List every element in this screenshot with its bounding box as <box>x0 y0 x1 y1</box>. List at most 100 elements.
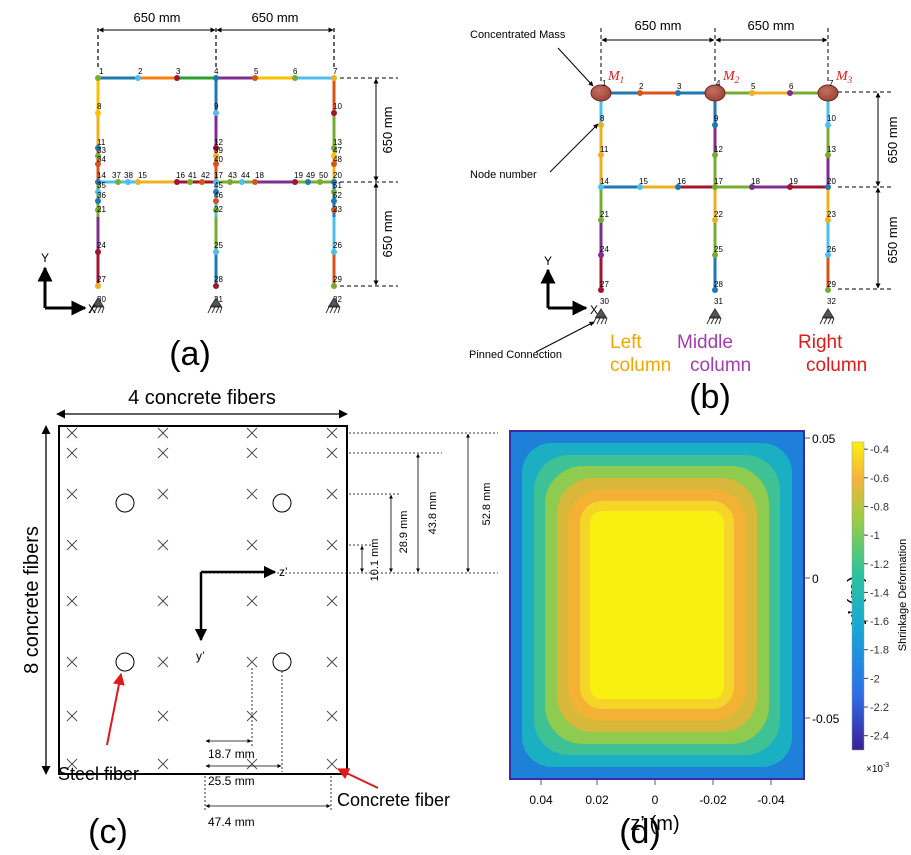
colorbar-tick-label: -2 <box>870 673 880 685</box>
panel-label-d: (d) <box>619 813 661 851</box>
axis-x-label: X <box>590 303 598 317</box>
colorbar-tick-label: -0.4 <box>870 444 889 456</box>
dim-25.5: 25.5 mm <box>208 774 255 788</box>
concrete-fiber-cross <box>246 488 258 500</box>
node-label: 3 <box>677 82 682 91</box>
span-left-label: 650 mm <box>635 18 682 33</box>
concrete-fiber-cross <box>326 656 338 668</box>
concrete-fiber-cross <box>157 427 169 439</box>
colorbar-tick-label: -1.8 <box>870 645 889 657</box>
node-label: 8 <box>97 102 102 111</box>
colorbar-ticks: -0.4 -0.6 -0.8 -1 -1.2 -1.4 -1.6 -1.8 -2 -2.2 -2.4 <box>864 444 889 743</box>
node-label: 22 <box>714 210 723 219</box>
node-label: 20 <box>827 177 836 186</box>
node-label: 8 <box>600 114 605 123</box>
axis-z-label: z’ <box>279 565 288 579</box>
mass-label: M1 <box>607 69 624 85</box>
node-label: 1 <box>99 67 104 76</box>
concrete-fiber-cross <box>66 539 78 551</box>
node-label: 20 <box>333 171 342 180</box>
node-label: 5 <box>254 67 259 76</box>
colorbar-tick-label: -1 <box>870 530 880 542</box>
concrete-fiber-cross <box>66 656 78 668</box>
node-label: 15 <box>138 171 147 180</box>
frame-b-node-dots <box>598 90 831 293</box>
node-label: 4 <box>716 79 721 88</box>
node-label: 10 <box>827 114 836 123</box>
callout-pinned-connection: Pinned Connection <box>469 321 595 361</box>
concrete-fiber-cross <box>157 488 169 500</box>
heatmap-axes <box>540 437 810 785</box>
node-label: 37 <box>112 171 121 180</box>
node-label: 11 <box>600 145 609 154</box>
node-label: 45 <box>214 181 223 190</box>
node-label: 6 <box>293 67 298 76</box>
height-upper-label: 650 mm <box>885 117 900 164</box>
node-label: 30 <box>97 295 106 304</box>
node-label: 17 <box>714 177 723 186</box>
node-label: 32 <box>827 297 836 306</box>
horizontal-dimensions <box>204 668 332 812</box>
node-label: 3 <box>176 67 181 76</box>
node-label: 38 <box>124 171 133 180</box>
node-label: 33 <box>97 146 106 155</box>
colorbar-multiplier: ×10-3 <box>866 762 889 775</box>
node-label: 14 <box>97 171 106 180</box>
mass-labels: M1 M2 M3 <box>607 69 853 85</box>
node-label: 21 <box>600 210 609 219</box>
x-tick-label: 0.04 <box>529 793 553 807</box>
local-axes-icon: z’ y’ <box>194 565 288 663</box>
x-tick-label: -0.04 <box>757 793 785 807</box>
colorbar-tick-label: -2.4 <box>870 731 889 743</box>
node-label: 25 <box>714 245 723 254</box>
node-label: 18 <box>255 171 264 180</box>
dim-18.7: 18.7 mm <box>208 747 255 761</box>
concrete-fiber-cross <box>326 427 338 439</box>
concrete-fiber-cross <box>326 710 338 722</box>
node-label: 9 <box>714 114 719 123</box>
node-label: 47 <box>333 146 342 155</box>
node-label: 27 <box>97 275 106 284</box>
node-label: 16 <box>176 171 185 180</box>
concrete-fiber-cross <box>246 595 258 607</box>
frame-a-node-numbers: 1 2 3 4 5 6 7 8 9 10 11 12 13 33 39 47 3… <box>97 67 342 304</box>
mass-label: M3 <box>835 69 853 85</box>
node-label: 26 <box>333 241 342 250</box>
concrete-fiber-cross <box>157 447 169 459</box>
span-left-label: 650 mm <box>134 10 181 25</box>
y-tick-label: 0.05 <box>812 432 836 446</box>
node-label: 2 <box>639 82 644 91</box>
colorbar-tick-label: -1.4 <box>870 587 889 599</box>
pin-support-icon <box>89 297 341 314</box>
pin-support-icon <box>592 308 835 325</box>
node-label: 42 <box>201 171 210 180</box>
concrete-fiber-grid <box>66 427 338 770</box>
node-label: 24 <box>600 245 609 254</box>
span-dimension-a: 650 mm 650 mm <box>97 10 335 68</box>
colorbar-tick-label: -0.8 <box>870 501 889 513</box>
pinned-connection-label: Pinned Connection <box>469 349 562 361</box>
colorbar-tick-label: -2.2 <box>870 702 889 714</box>
concrete-fiber-cross <box>326 539 338 551</box>
concrete-fiber-cross <box>157 710 169 722</box>
height-dimension-a: 650 mm 650 mm <box>340 77 398 287</box>
node-label: 31 <box>214 295 223 304</box>
panel-label-c: (c) <box>88 813 128 851</box>
panel-a-frame: 650 mm 650 mm 650 mm 650 mm <box>37 10 398 373</box>
frame-a-node-dots <box>95 75 337 289</box>
axis-x-label: X <box>88 302 96 316</box>
colorbar <box>851 441 865 751</box>
node-label: 2 <box>138 67 143 76</box>
node-label: 15 <box>639 177 648 186</box>
span-right-label: 650 mm <box>748 18 795 33</box>
concrete-fiber-label: Concrete fiber <box>337 790 450 810</box>
y-tick-label: -0.05 <box>812 712 840 726</box>
callout-node-number: Node number <box>470 123 599 181</box>
node-label: 5 <box>751 82 756 91</box>
concrete-fiber-cross <box>66 488 78 500</box>
top-fiber-count-label: 4 concrete fibers <box>128 387 276 409</box>
concrete-fiber-cross <box>326 488 338 500</box>
node-label: 49 <box>306 171 315 180</box>
concrete-fiber-cross <box>66 427 78 439</box>
